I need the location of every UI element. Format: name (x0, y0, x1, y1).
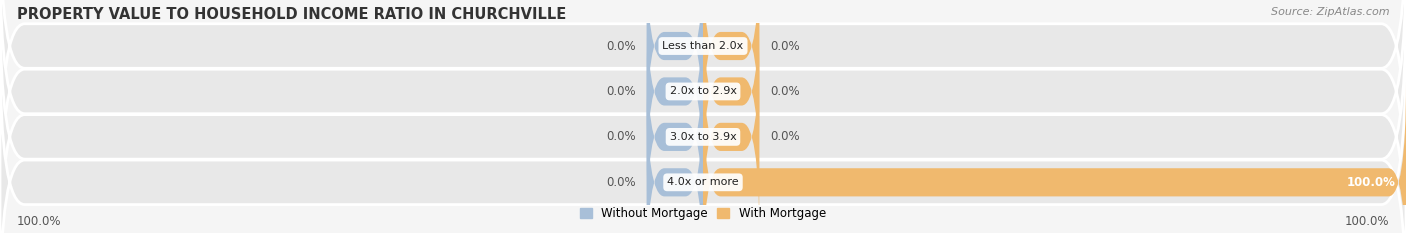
FancyBboxPatch shape (647, 37, 703, 233)
Text: 0.0%: 0.0% (606, 176, 637, 189)
Text: 100.0%: 100.0% (1347, 176, 1395, 189)
Text: 4.0x or more: 4.0x or more (668, 177, 738, 187)
Text: 100.0%: 100.0% (17, 215, 62, 228)
Text: 2.0x to 2.9x: 2.0x to 2.9x (669, 86, 737, 96)
FancyBboxPatch shape (647, 0, 703, 191)
FancyBboxPatch shape (0, 0, 1406, 228)
Legend: Without Mortgage, With Mortgage: Without Mortgage, With Mortgage (575, 202, 831, 225)
Text: 0.0%: 0.0% (606, 130, 637, 143)
Text: 0.0%: 0.0% (606, 85, 637, 98)
Text: 3.0x to 3.9x: 3.0x to 3.9x (669, 132, 737, 142)
FancyBboxPatch shape (647, 0, 703, 146)
Text: 0.0%: 0.0% (606, 40, 637, 52)
FancyBboxPatch shape (0, 0, 1406, 183)
FancyBboxPatch shape (703, 0, 759, 191)
Text: 0.0%: 0.0% (770, 40, 800, 52)
Text: 100.0%: 100.0% (1344, 215, 1389, 228)
Text: Less than 2.0x: Less than 2.0x (662, 41, 744, 51)
FancyBboxPatch shape (703, 83, 1406, 233)
Text: PROPERTY VALUE TO HOUSEHOLD INCOME RATIO IN CHURCHVILLE: PROPERTY VALUE TO HOUSEHOLD INCOME RATIO… (17, 7, 567, 22)
FancyBboxPatch shape (0, 46, 1406, 233)
Text: 0.0%: 0.0% (770, 130, 800, 143)
Text: Source: ZipAtlas.com: Source: ZipAtlas.com (1271, 7, 1389, 17)
FancyBboxPatch shape (647, 83, 703, 233)
Text: 0.0%: 0.0% (770, 85, 800, 98)
FancyBboxPatch shape (703, 37, 759, 233)
FancyBboxPatch shape (703, 0, 759, 146)
